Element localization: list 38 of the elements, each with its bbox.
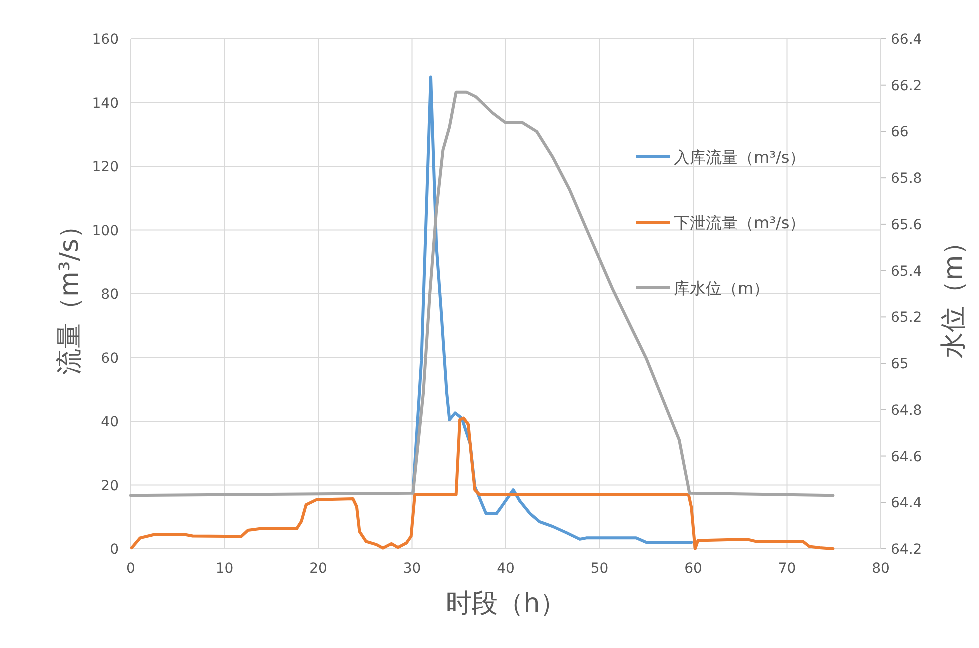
x-tick-label: 40 [497,561,515,577]
y2-tick-label: 64.8 [891,402,922,419]
y-tick-label: 100 [92,223,119,240]
y-tick-label: 60 [101,350,119,367]
y2-tick-label: 64.6 [891,449,922,466]
legend-label: 下泄流量（m³/s） [674,214,806,232]
x-tick-label: 60 [684,561,702,577]
y2-tick-label: 66.2 [891,78,922,94]
y2-tick-label: 65.8 [891,171,922,188]
y2-axis-title: 水位（m） [939,229,969,359]
y2-tick-label: 66 [891,124,909,141]
legend-label: 入库流量（m³/s） [674,148,806,167]
x-axis-title: 时段（h） [446,589,566,619]
x-tick-label: 50 [590,561,609,577]
y-tick-label: 120 [92,160,119,176]
y-tick-label: 80 [101,287,119,303]
line-series [130,90,835,498]
y2-tick-label: 65.6 [891,217,922,234]
y2-tick-label: 64.4 [891,496,922,512]
y-axis-title: 流量（m³/s） [55,212,85,376]
x-tick-label: 30 [403,561,422,577]
x-tick-label: 20 [310,561,328,577]
line-series [130,416,835,550]
y2-tick-label: 65.2 [891,310,922,326]
legend-label: 库水位（m） [674,279,770,298]
x-tick-label: 0 [126,561,136,577]
y2-tick-label: 65 [891,356,909,373]
y2-tick-label: 66.4 [891,32,922,48]
y2-tick-label: 64.2 [891,542,922,558]
y2-tick-label: 65.4 [891,264,922,280]
x-tick-label: 70 [778,561,796,577]
x-tick-label: 10 [216,561,234,577]
y-tick-label: 40 [101,414,119,430]
y-tick-label: 0 [110,542,119,558]
y-tick-label: 140 [92,96,119,112]
y-tick-label: 160 [92,32,119,48]
x-tick-label: 80 [872,561,890,577]
y-tick-label: 20 [101,478,119,494]
